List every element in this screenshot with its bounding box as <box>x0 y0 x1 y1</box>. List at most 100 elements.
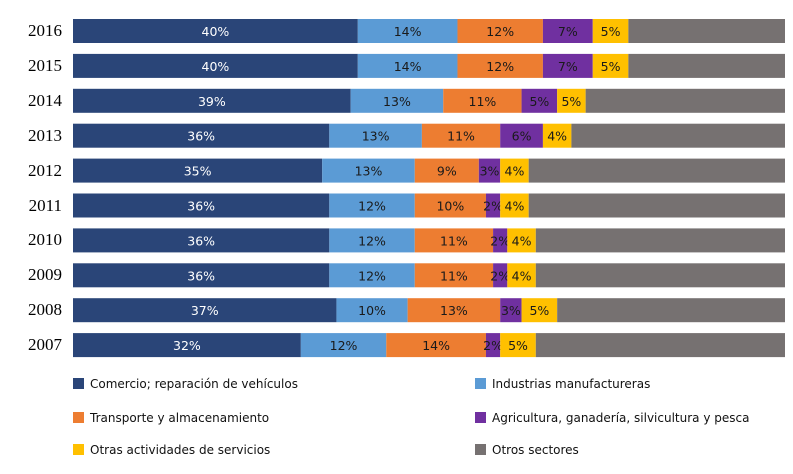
data-label: 5% <box>561 94 581 109</box>
data-label: 40% <box>202 24 230 39</box>
data-label: 14% <box>394 24 422 39</box>
bar-segment <box>535 333 785 358</box>
bar-segment <box>357 19 458 43</box>
bar-segment <box>507 263 536 288</box>
bar-segment <box>535 263 785 288</box>
bar-segment <box>528 193 785 218</box>
y-tick-label: 2013 <box>28 125 62 145</box>
bar-segment <box>542 19 593 43</box>
data-label: 2% <box>490 268 510 283</box>
legend-label: Otros sectores <box>492 443 579 457</box>
legend-label: Transporte y almacenamiento <box>90 411 270 425</box>
bar-segment <box>571 123 785 148</box>
bar-segment <box>521 88 558 113</box>
legend-item: Industrias manufactureras <box>475 377 650 391</box>
bar-segment <box>329 263 415 288</box>
data-label: 40% <box>202 59 230 74</box>
legend-item: Comercio; reparación de vehículos <box>73 377 298 391</box>
bar-segment <box>507 228 536 253</box>
data-label: 7% <box>558 24 578 39</box>
data-label: 12% <box>486 24 514 39</box>
bar-segment <box>485 333 501 358</box>
data-label: 37% <box>191 303 219 318</box>
data-label: 14% <box>394 59 422 74</box>
bar-segment <box>414 263 494 288</box>
bar-segment <box>329 228 415 253</box>
bar-segment <box>73 53 358 78</box>
data-label: 12% <box>330 338 358 353</box>
legend-item: Otros sectores <box>475 443 579 457</box>
bar-segment <box>73 19 358 43</box>
bar-segment <box>73 228 330 253</box>
legend-label: Otras actividades de servicios <box>90 443 271 457</box>
data-label: 13% <box>383 94 411 109</box>
data-label: 5% <box>529 94 549 109</box>
bar-segment <box>73 263 330 288</box>
data-label: 3% <box>501 303 521 318</box>
data-label: 39% <box>198 94 226 109</box>
y-tick-label: 2015 <box>28 55 62 75</box>
data-label: 11% <box>440 233 468 248</box>
bar-segment <box>585 88 785 113</box>
data-label: 12% <box>358 199 386 214</box>
data-label: 6% <box>512 129 532 144</box>
data-label: 5% <box>529 303 549 318</box>
bar-segment <box>557 298 785 323</box>
y-tick-label: 2009 <box>28 265 62 285</box>
bar-segment <box>500 193 529 218</box>
data-label: 4% <box>547 129 567 144</box>
data-label: 2% <box>483 199 503 214</box>
data-label: 10% <box>436 199 464 214</box>
data-label: 2% <box>483 338 503 353</box>
bar-segment <box>628 53 785 78</box>
data-label: 4% <box>505 199 525 214</box>
y-tick-label: 2011 <box>28 195 62 215</box>
bar-segment <box>628 19 785 43</box>
bar-segment <box>357 53 458 78</box>
bar-segment <box>493 263 508 288</box>
data-label: 4% <box>505 164 525 179</box>
data-label: 5% <box>508 338 528 353</box>
bar-segment <box>592 19 629 43</box>
data-label: 4% <box>512 233 532 248</box>
data-label: 5% <box>601 59 621 74</box>
legend-label: Industrias manufactureras <box>492 377 651 391</box>
data-label: 4% <box>512 268 532 283</box>
bar-segment <box>329 193 415 218</box>
bar-segment <box>500 298 522 323</box>
bar-segment <box>322 158 415 183</box>
legend-swatch <box>73 444 84 455</box>
bar-segment <box>535 228 785 253</box>
legend-swatch <box>73 378 84 389</box>
y-tick-label: 2008 <box>28 300 62 320</box>
legend-label: Comercio; reparación de vehículos <box>90 377 298 391</box>
bar-segment <box>478 158 501 183</box>
data-label: 12% <box>358 268 386 283</box>
bar-segment <box>336 298 408 323</box>
legend-swatch <box>73 412 84 423</box>
legend-swatch <box>475 444 486 455</box>
bar-segment <box>407 298 501 323</box>
data-label: 32% <box>173 338 201 353</box>
data-label: 36% <box>187 199 215 214</box>
bar-segment <box>350 88 444 113</box>
bar-segment <box>73 123 330 148</box>
data-label: 5% <box>601 24 621 39</box>
data-label: 11% <box>440 268 468 283</box>
data-label: 11% <box>447 129 475 144</box>
bar-segment <box>443 88 522 113</box>
bar-segment <box>300 333 387 358</box>
y-tick-label: 2007 <box>28 335 62 355</box>
bar-segment <box>500 333 536 358</box>
bar-segment <box>414 193 486 218</box>
bar-segment <box>73 158 323 183</box>
data-label: 13% <box>362 129 390 144</box>
data-label: 12% <box>486 59 514 74</box>
y-tick-label: 2016 <box>28 21 62 40</box>
data-label: 35% <box>184 164 212 179</box>
y-tick-label: 2012 <box>28 160 62 180</box>
bar-segment <box>521 298 558 323</box>
bar-segment <box>500 158 529 183</box>
legend-item: Transporte y almacenamiento <box>73 411 269 425</box>
